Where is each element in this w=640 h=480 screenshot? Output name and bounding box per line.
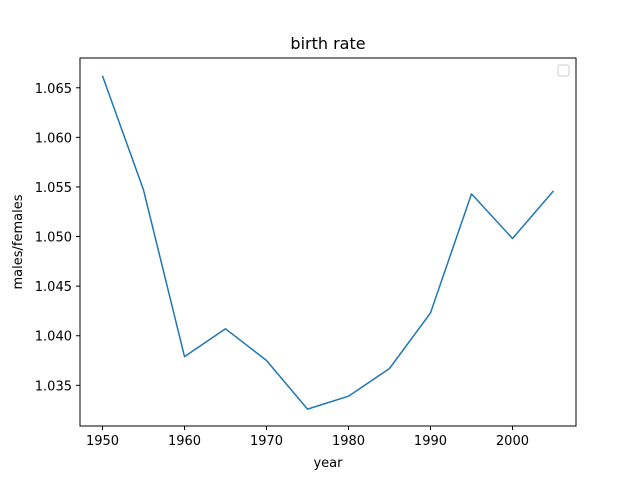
x-tick-label: 1950 bbox=[86, 434, 119, 449]
y-tick-label: 1.040 bbox=[35, 330, 72, 345]
plot-frame bbox=[79, 57, 577, 427]
series-line bbox=[101, 75, 555, 410]
x-axis-ticks: 1950 1960 1970 1980 1990 2000 bbox=[86, 426, 529, 449]
y-tick-label: 1.050 bbox=[35, 231, 72, 246]
y-tick-label: 1.055 bbox=[35, 181, 72, 196]
y-axis-label: males/females bbox=[11, 194, 26, 289]
x-tick-label: 1960 bbox=[168, 434, 201, 449]
y-tick-label: 1.035 bbox=[35, 379, 72, 394]
y-tick-label: 1.045 bbox=[35, 280, 72, 295]
x-tick-label: 1990 bbox=[414, 434, 447, 449]
x-tick-label: 2000 bbox=[496, 434, 529, 449]
legend-box bbox=[557, 64, 570, 77]
x-axis-label: year bbox=[313, 456, 343, 471]
x-tick-label: 1970 bbox=[250, 434, 283, 449]
y-axis-ticks: 1.035 1.040 1.045 1.050 1.055 1.060 1.065 bbox=[35, 82, 80, 394]
x-tick-label: 1980 bbox=[332, 434, 365, 449]
y-tick-label: 1.060 bbox=[35, 131, 72, 146]
series-layer bbox=[101, 75, 555, 410]
chart-title: birth rate bbox=[290, 34, 365, 53]
y-tick-label: 1.065 bbox=[35, 82, 72, 97]
